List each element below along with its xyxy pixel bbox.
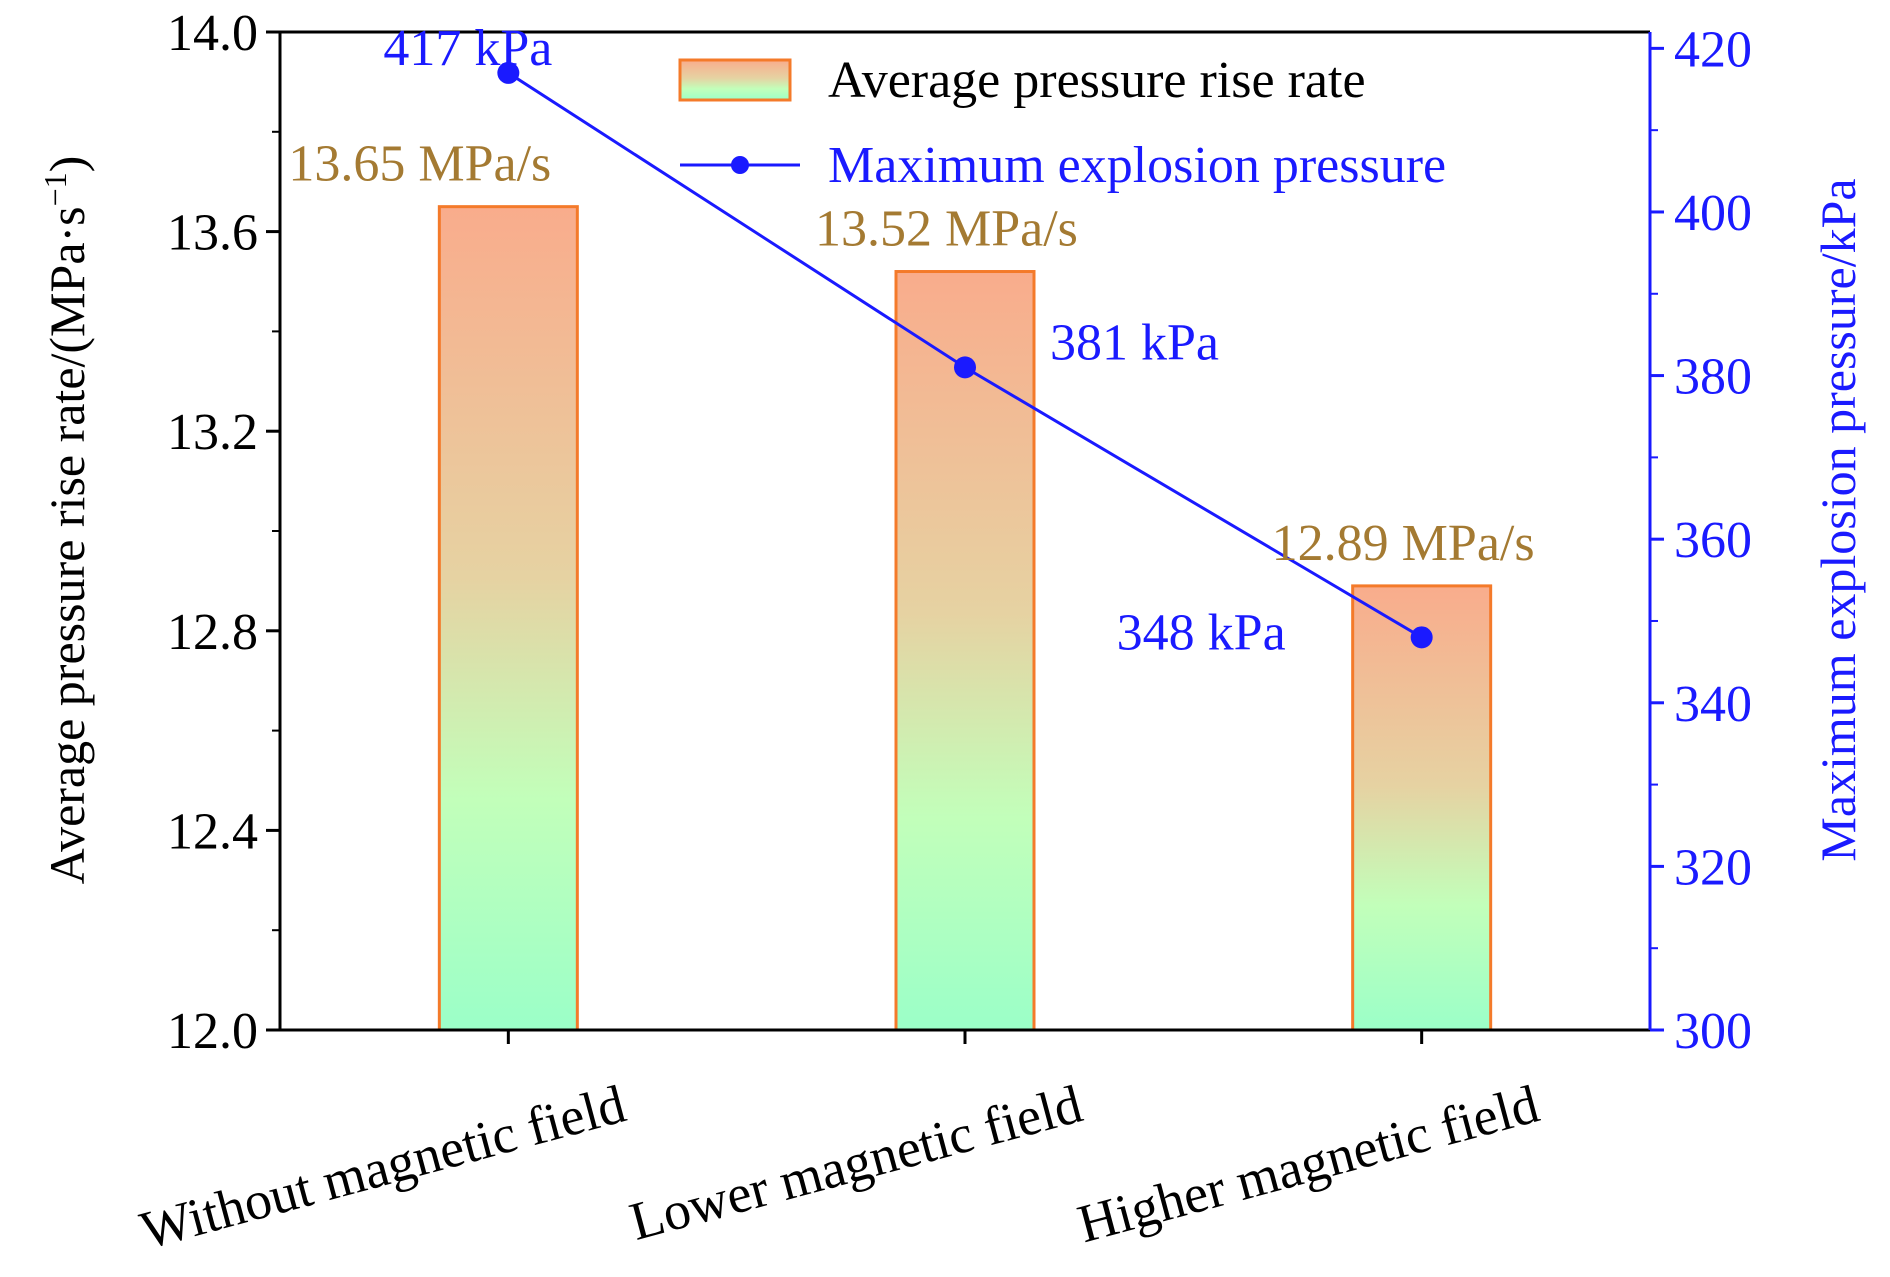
y-tick-label-left-5: 14.0	[167, 5, 258, 62]
y-tick-label-right-0: 300	[1674, 1003, 1752, 1060]
y-tick-label-left-2: 12.8	[167, 604, 258, 661]
y-tick-label-right-2: 340	[1674, 676, 1752, 733]
y-tick-label-right-4: 380	[1674, 349, 1752, 406]
line-point-3	[1410, 626, 1433, 649]
line-point-2	[954, 356, 976, 379]
bar-value-label-2: 13.52 MPa/s	[815, 201, 1078, 258]
bar-1	[437, 205, 579, 1032]
line-point-1	[497, 61, 520, 84]
bar-value-label-3: 12.89 MPa/s	[1272, 515, 1535, 572]
bar-3	[1351, 584, 1493, 1032]
y-axis-left-title-main: Average pressure rise rate/(MPa·s	[39, 206, 95, 884]
legend: Average pressure rise rate Maximum explo…	[678, 52, 1446, 194]
line-series-group	[497, 61, 1433, 649]
y-axis-left-title-sup: −1	[37, 172, 73, 206]
y-tick-label-left-3: 13.2	[167, 404, 258, 461]
bar-value-label-1: 13.65 MPa/s	[288, 136, 551, 193]
x-tick-label-0: Without magnetic field	[134, 1074, 631, 1261]
line-value-label-2: 381 kPa	[1050, 314, 1219, 371]
y-tick-label-right-1: 320	[1674, 839, 1752, 896]
y-tick-label-right-5: 400	[1674, 185, 1752, 242]
line-value-label-3: 348 kPa	[1117, 604, 1286, 661]
bar-2	[894, 270, 1036, 1032]
legend-bar-swatch	[678, 58, 792, 102]
bars-group	[437, 205, 1493, 1032]
x-tick-label-2: Higher magnetic field	[1072, 1074, 1545, 1255]
legend-line-label: Maximum explosion pressure	[828, 137, 1446, 194]
y-axis-left-title-suffix: )	[39, 156, 95, 173]
y-tick-label-left-1: 12.4	[167, 803, 258, 860]
y-axis-right-title: Maximum explosion pressure/kPa	[1810, 178, 1866, 861]
y-axis-left-title: Average pressure rise rate/(MPa·s−1)	[37, 156, 95, 885]
legend-line-marker	[731, 156, 749, 174]
legend-bar-label: Average pressure rise rate	[828, 52, 1366, 109]
y-tick-label-left-4: 13.6	[167, 205, 258, 262]
y-tick-label-left-0: 12.0	[167, 1003, 258, 1060]
x-tick-label-1: Lower magnetic field	[624, 1074, 1089, 1252]
data-labels-group: 13.65 MPa/s 13.52 MPa/s 12.89 MPa/s 417 kPa…	[288, 20, 1534, 661]
y-tick-label-right-6: 420	[1674, 21, 1752, 78]
line-value-label-1: 417 kPa	[383, 20, 552, 77]
y-tick-label-right-3: 360	[1674, 512, 1752, 569]
